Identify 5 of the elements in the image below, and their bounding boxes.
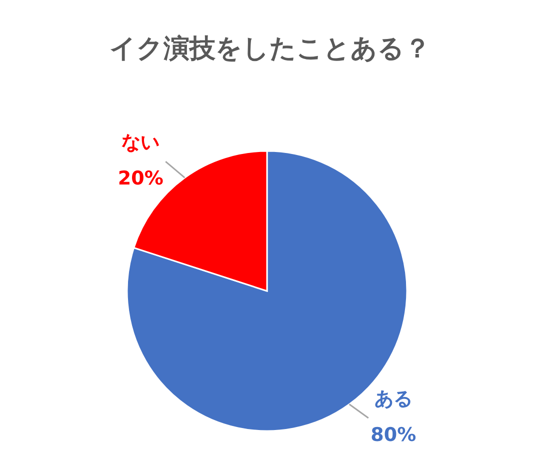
data-label: 80%	[370, 424, 416, 446]
data-label: 20%	[118, 168, 164, 190]
chart-title: イク演技をしたことある？	[110, 34, 430, 64]
slice-label: ある	[374, 388, 412, 410]
slice-label: ない	[122, 132, 160, 154]
